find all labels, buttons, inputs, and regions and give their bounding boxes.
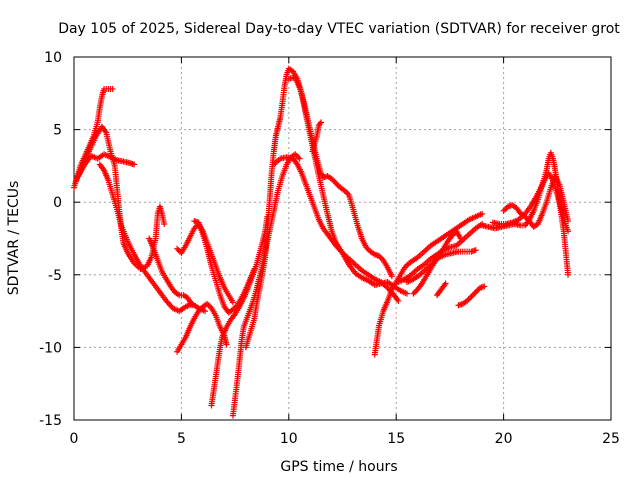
x-tick-label: 5	[177, 431, 186, 447]
data-point	[469, 292, 476, 299]
data-series	[229, 151, 303, 419]
plot-frame	[73, 56, 612, 421]
data-point	[481, 283, 488, 290]
data-point	[471, 290, 478, 297]
data-point	[468, 293, 475, 300]
y-tick-label: -5	[48, 268, 62, 284]
data-series	[455, 283, 488, 309]
data-point	[109, 85, 116, 92]
data-point	[411, 289, 418, 296]
data-point	[205, 302, 212, 309]
data-point	[395, 297, 402, 304]
x-axis-label: GPS time / hours	[280, 459, 397, 475]
data-point	[202, 308, 209, 315]
y-tick-label: -15	[39, 413, 62, 429]
data-point	[161, 220, 168, 227]
y-axis-label: SDTVAR / TECUs	[6, 181, 22, 296]
data-point	[376, 252, 383, 259]
data-point	[223, 341, 230, 348]
x-tick-label: 15	[387, 431, 405, 447]
x-tick-labels: 0 5 10 15 20 25	[70, 431, 620, 447]
x-tick-label: 0	[70, 431, 79, 447]
data-point	[316, 120, 323, 127]
data-series	[500, 173, 572, 230]
grid	[74, 57, 611, 420]
data-point	[442, 280, 449, 287]
data-point	[189, 302, 196, 309]
x-tick-label: 25	[602, 431, 620, 447]
y-tick-label: 5	[53, 123, 62, 139]
data-series	[191, 218, 258, 316]
data-series	[270, 154, 402, 304]
chart-title: Day 105 of 2025, Sidereal Day-to-day VTE…	[58, 21, 620, 37]
y-tick-label: -10	[39, 340, 62, 356]
data-point	[174, 245, 181, 252]
data-point	[472, 247, 479, 254]
data-points	[71, 65, 572, 419]
data-point	[500, 207, 507, 214]
y-tick-label: 10	[44, 50, 62, 66]
data-series	[75, 151, 138, 180]
data-point	[565, 218, 572, 225]
data-point	[403, 290, 410, 297]
data-point	[175, 247, 182, 254]
y-tick-label: 0	[53, 195, 62, 211]
data-series	[410, 228, 464, 297]
data-point	[474, 287, 481, 294]
data-series	[434, 280, 449, 299]
x-tick-label: 10	[280, 431, 298, 447]
y-tick-labels: 10 5 0 -5 -10 -15	[39, 50, 62, 429]
data-point	[388, 273, 395, 280]
data-point	[410, 290, 417, 297]
data-series	[146, 235, 196, 309]
x-tick-label: 20	[495, 431, 513, 447]
data-series	[309, 119, 325, 155]
data-point	[229, 299, 236, 306]
data-point	[296, 155, 303, 162]
data-point	[333, 180, 340, 187]
data-point	[565, 228, 572, 235]
data-point	[472, 289, 479, 296]
data-point	[131, 161, 138, 168]
data-point	[331, 178, 338, 185]
data-point	[479, 210, 486, 217]
data-point	[457, 235, 464, 242]
data-series	[285, 74, 395, 280]
data-point	[334, 181, 341, 188]
data-point	[318, 119, 325, 126]
data-point	[466, 295, 473, 302]
data-point	[502, 206, 509, 213]
axis-ticks	[73, 56, 612, 421]
data-point	[565, 271, 572, 278]
